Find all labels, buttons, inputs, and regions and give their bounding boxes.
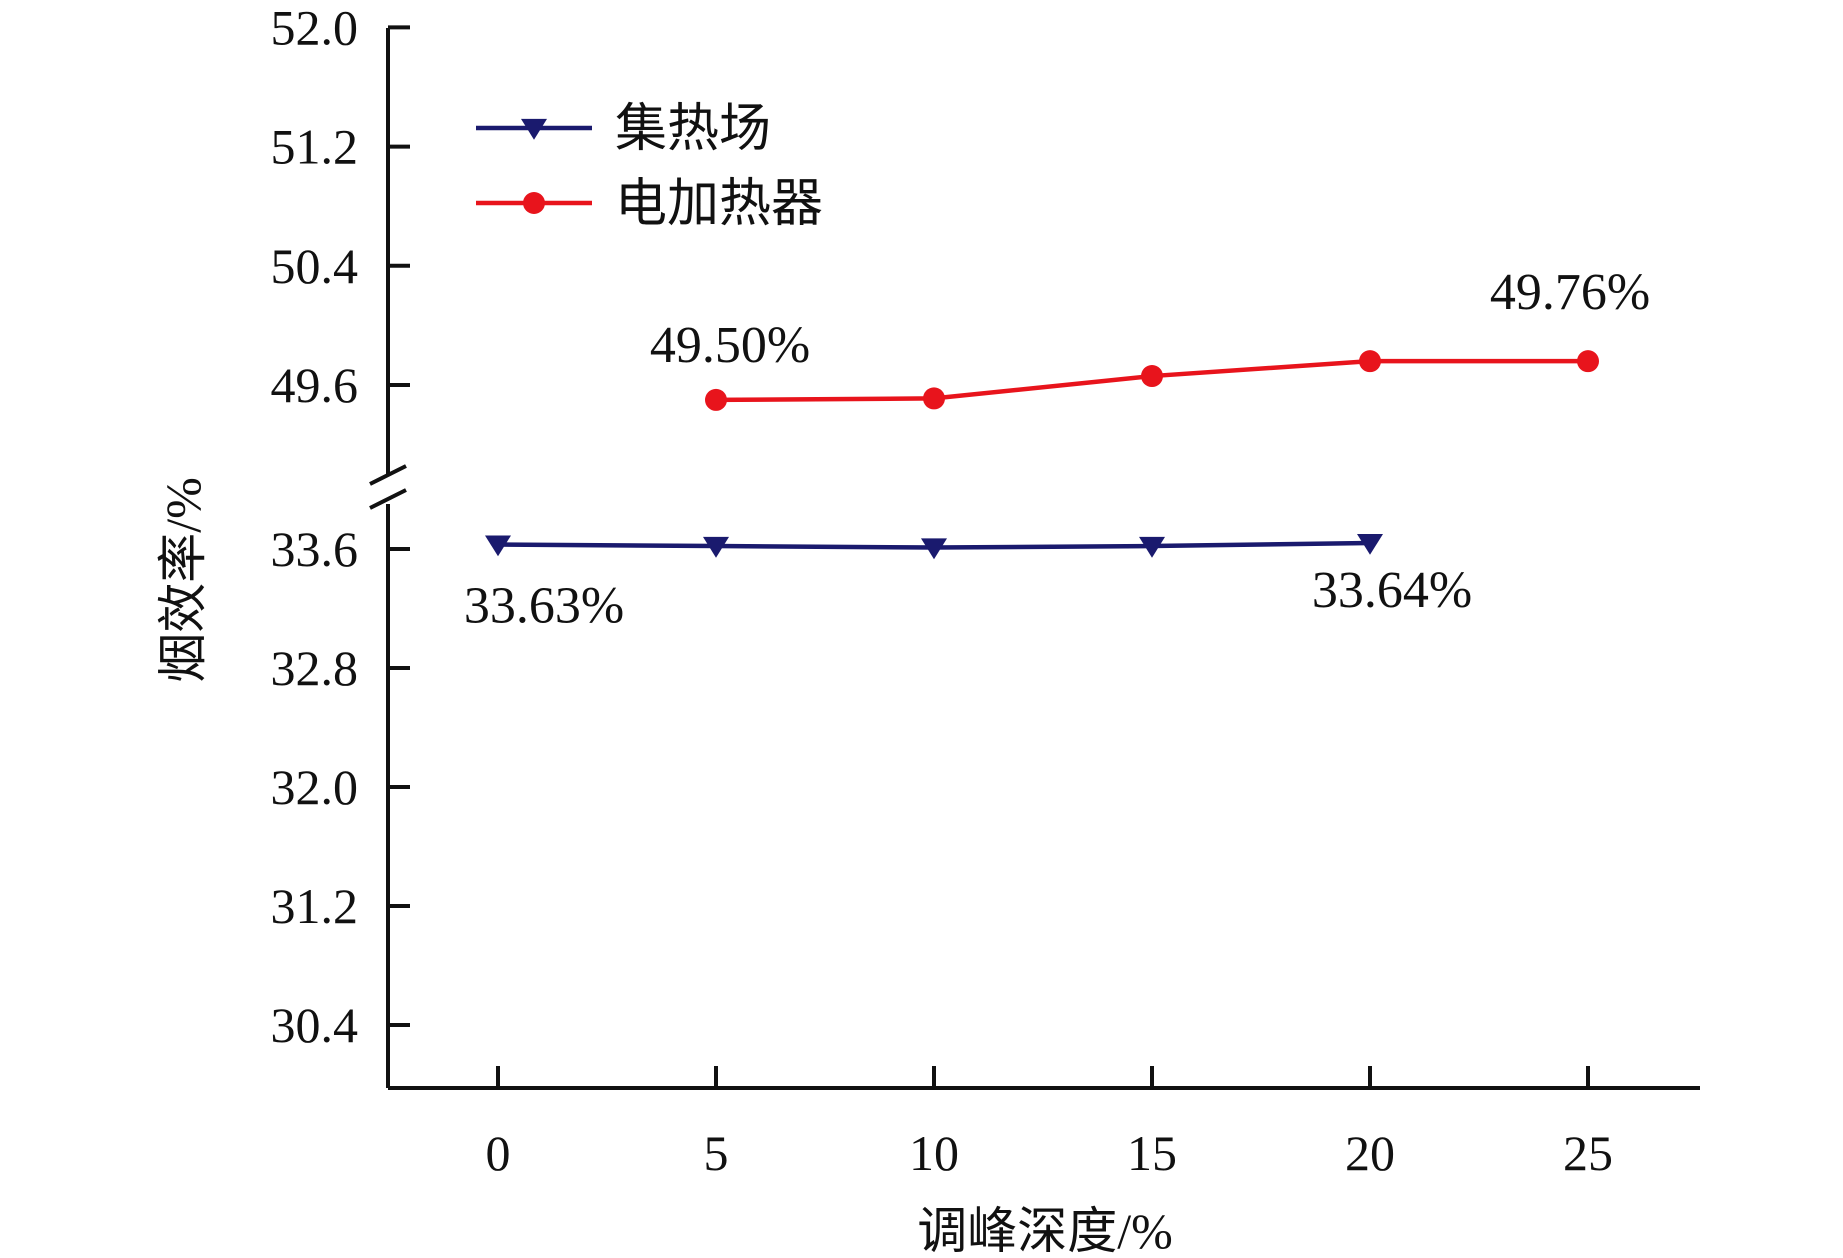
series-layer [485,350,1599,560]
ticks: 30.4 31.2 32.0 32.8 33.6 49.6 50.4 51.2 52.0 0 5 10… [271,0,1614,1181]
legend-marker [521,118,547,140]
y-tick-label: 51.2 [271,119,359,175]
series-0 [485,533,1383,560]
axis-break-mark [369,464,407,486]
triangle-marker [485,535,511,557]
legend-label: 电加热器 [615,176,823,233]
y-tick-label: 32.0 [271,759,359,815]
y-tick-label: 32.8 [271,640,359,696]
circle-marker [923,387,945,410]
x-tick-label: 15 [1127,1125,1177,1181]
x-tick-label: 0 [486,1125,511,1181]
x-tick-label: 25 [1563,1125,1613,1181]
annotation-layer: 33.63% 33.64% 49.50% 49.76% [464,264,1650,634]
legend-item: 集热场 [476,101,771,158]
x-tick-label: 20 [1345,1125,1395,1181]
triangle-marker [921,538,947,560]
circle-marker [705,388,727,411]
data-label: 49.50% [650,317,810,374]
data-label: 49.76% [1490,264,1650,321]
x-tick-label: 10 [909,1125,959,1181]
axes [369,28,1700,1090]
y-tick-label: 50.4 [271,238,359,294]
triangle-marker [1357,533,1383,555]
y-tick-label: 31.2 [271,878,359,934]
y-tick-label: 30.4 [271,997,359,1053]
y-axis-title: 烟效率/% [155,477,211,683]
legend-marker [523,192,545,214]
x-axis-title: 调峰深度/% [917,1203,1173,1258]
x-tick-label: 5 [704,1125,729,1181]
circle-marker [1359,350,1381,373]
triangle-marker [703,536,729,558]
legend-label: 集热场 [615,101,771,158]
axis-break-mark [369,488,407,510]
y-tick-label: 52.0 [271,0,359,55]
circle-marker [1577,350,1599,373]
circle-marker [1141,365,1163,388]
y-tick-label: 49.6 [271,357,359,413]
legend-item: 电加热器 [476,176,823,233]
y-tick-label: 33.6 [271,521,359,577]
series-1 [705,350,1599,411]
data-label: 33.64% [1312,562,1472,619]
data-label: 33.63% [464,578,624,635]
triangle-marker [1139,536,1165,558]
